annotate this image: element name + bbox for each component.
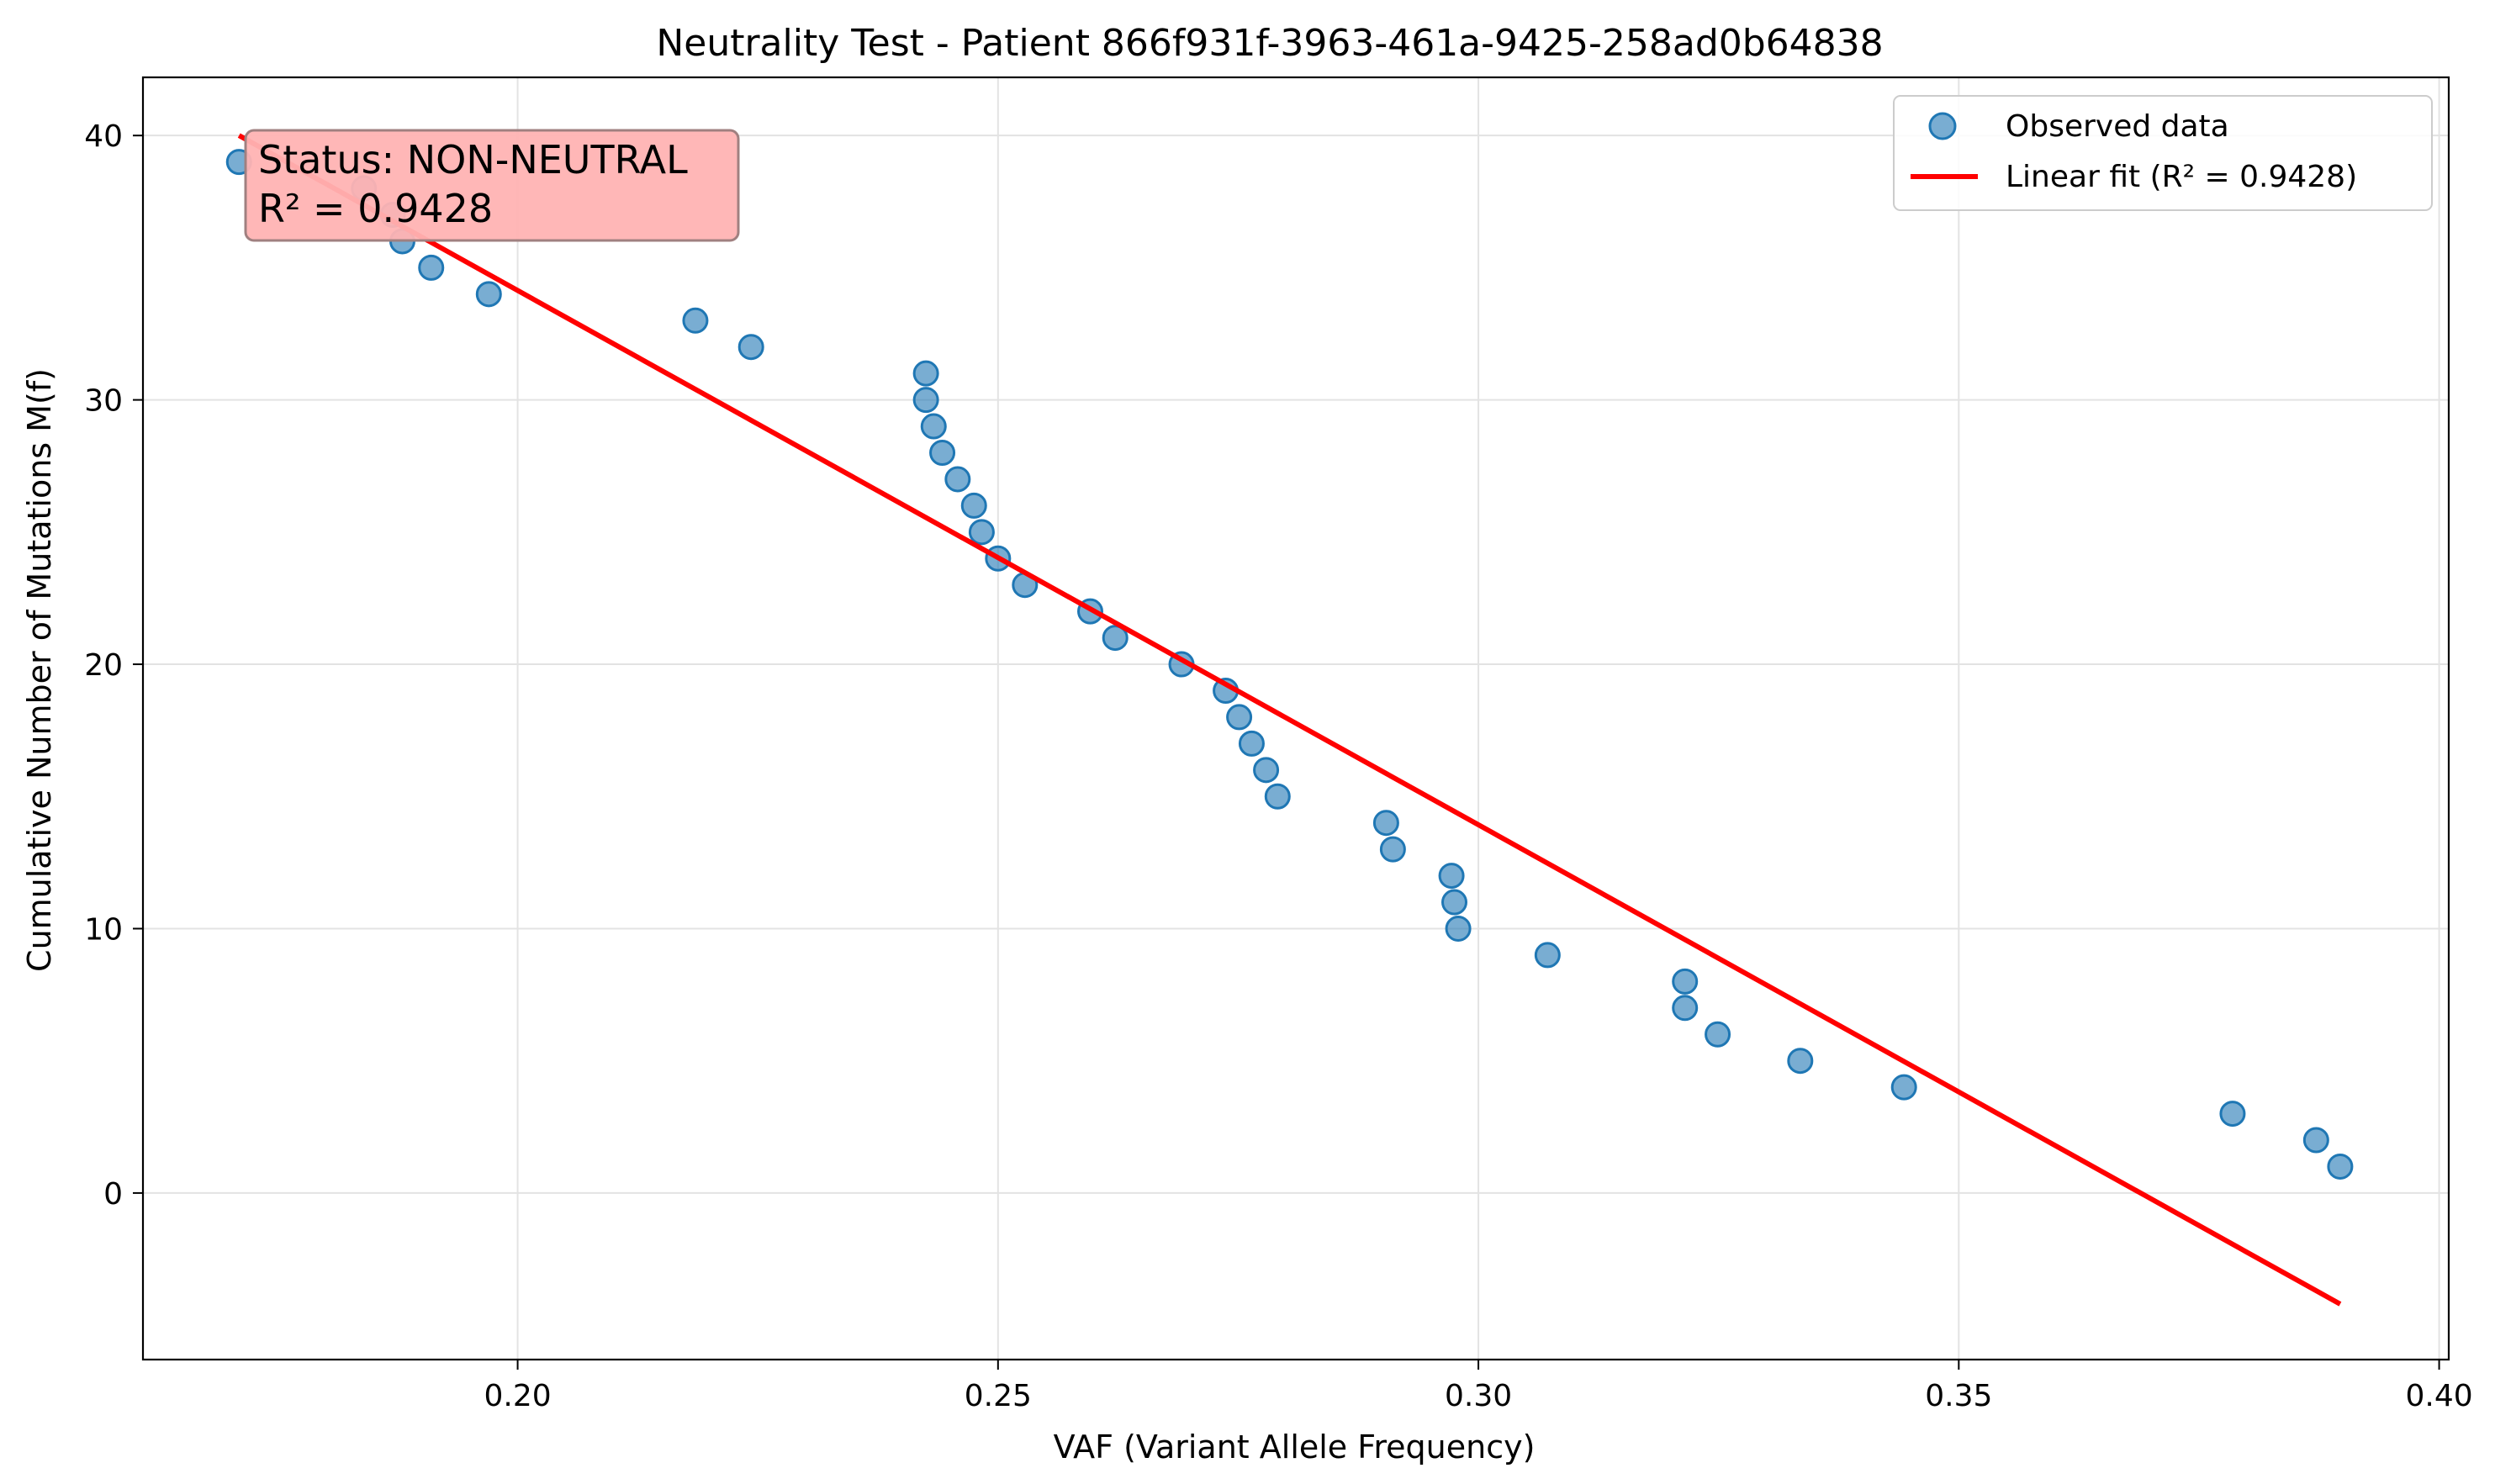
status-annotation: Status: NON-NEUTRAL R² = 0.9428 bbox=[244, 129, 740, 242]
chart-title: Neutrality Test - Patient 866f931f-3963-… bbox=[656, 22, 1883, 65]
data-point bbox=[1445, 915, 1472, 942]
r-squared-line: R² = 0.9428 bbox=[258, 186, 493, 231]
data-point bbox=[1672, 995, 1699, 1022]
x-tick-label: 0.30 bbox=[1445, 1379, 1512, 1413]
legend: Observed data Linear fit (R² = 0.9428) bbox=[1893, 95, 2433, 211]
x-tick-label: 0.25 bbox=[965, 1379, 1032, 1413]
data-point bbox=[418, 254, 445, 281]
legend-frame bbox=[1893, 95, 2433, 211]
data-point bbox=[1372, 810, 1399, 837]
legend-label-observed: Observed data bbox=[2006, 109, 2229, 144]
data-point bbox=[2219, 1101, 2246, 1128]
legend-marker-observed bbox=[1928, 112, 1957, 140]
data-point bbox=[1238, 730, 1265, 757]
y-tick-label: 0 bbox=[103, 1177, 123, 1212]
legend-label-fit: Linear fit (R² = 0.9428) bbox=[2006, 160, 2357, 194]
data-point bbox=[1438, 863, 1465, 890]
data-point bbox=[737, 334, 764, 361]
data-point bbox=[920, 413, 947, 440]
data-point bbox=[2327, 1153, 2354, 1180]
data-point bbox=[1890, 1074, 1917, 1101]
x-tick-label: 0.20 bbox=[484, 1379, 551, 1413]
linear-fit-line bbox=[237, 133, 2342, 1307]
status-annotation-background bbox=[244, 129, 740, 242]
data-point bbox=[1441, 889, 1468, 916]
x-axis-label: VAF (Variant Allele Frequency) bbox=[1054, 1429, 1536, 1466]
data-point bbox=[1102, 625, 1129, 652]
x-tick-label: 0.40 bbox=[2405, 1379, 2472, 1413]
axis-ticks: 0.20 0.25 0.30 0.35 0.40 0 10 20 30 40 bbox=[84, 119, 2472, 1413]
y-axis-label: Cumulative Number of Mutations M(f) bbox=[21, 368, 58, 972]
data-point bbox=[968, 519, 995, 546]
data-point bbox=[929, 439, 956, 466]
data-point bbox=[2302, 1127, 2329, 1154]
plot-frame bbox=[141, 76, 2450, 1361]
y-tick-label: 40 bbox=[84, 119, 123, 154]
data-point bbox=[1534, 942, 1561, 969]
data-point bbox=[1253, 757, 1280, 784]
data-point bbox=[960, 492, 987, 519]
data-point bbox=[1226, 704, 1253, 731]
data-point bbox=[944, 466, 971, 493]
y-tick-label: 10 bbox=[84, 912, 123, 947]
data-point bbox=[912, 387, 939, 414]
y-tick-label: 20 bbox=[84, 648, 123, 683]
y-tick-label: 30 bbox=[84, 384, 123, 419]
data-point bbox=[475, 281, 502, 308]
status-line: Status: NON-NEUTRAL bbox=[258, 137, 688, 182]
data-point bbox=[1672, 968, 1699, 995]
data-point bbox=[1787, 1048, 1814, 1075]
data-point bbox=[1379, 836, 1406, 863]
data-point bbox=[1705, 1021, 1731, 1048]
data-point bbox=[682, 307, 709, 334]
data-point bbox=[912, 360, 939, 387]
x-tick-label: 0.35 bbox=[1925, 1379, 1992, 1413]
data-point bbox=[1264, 783, 1291, 810]
